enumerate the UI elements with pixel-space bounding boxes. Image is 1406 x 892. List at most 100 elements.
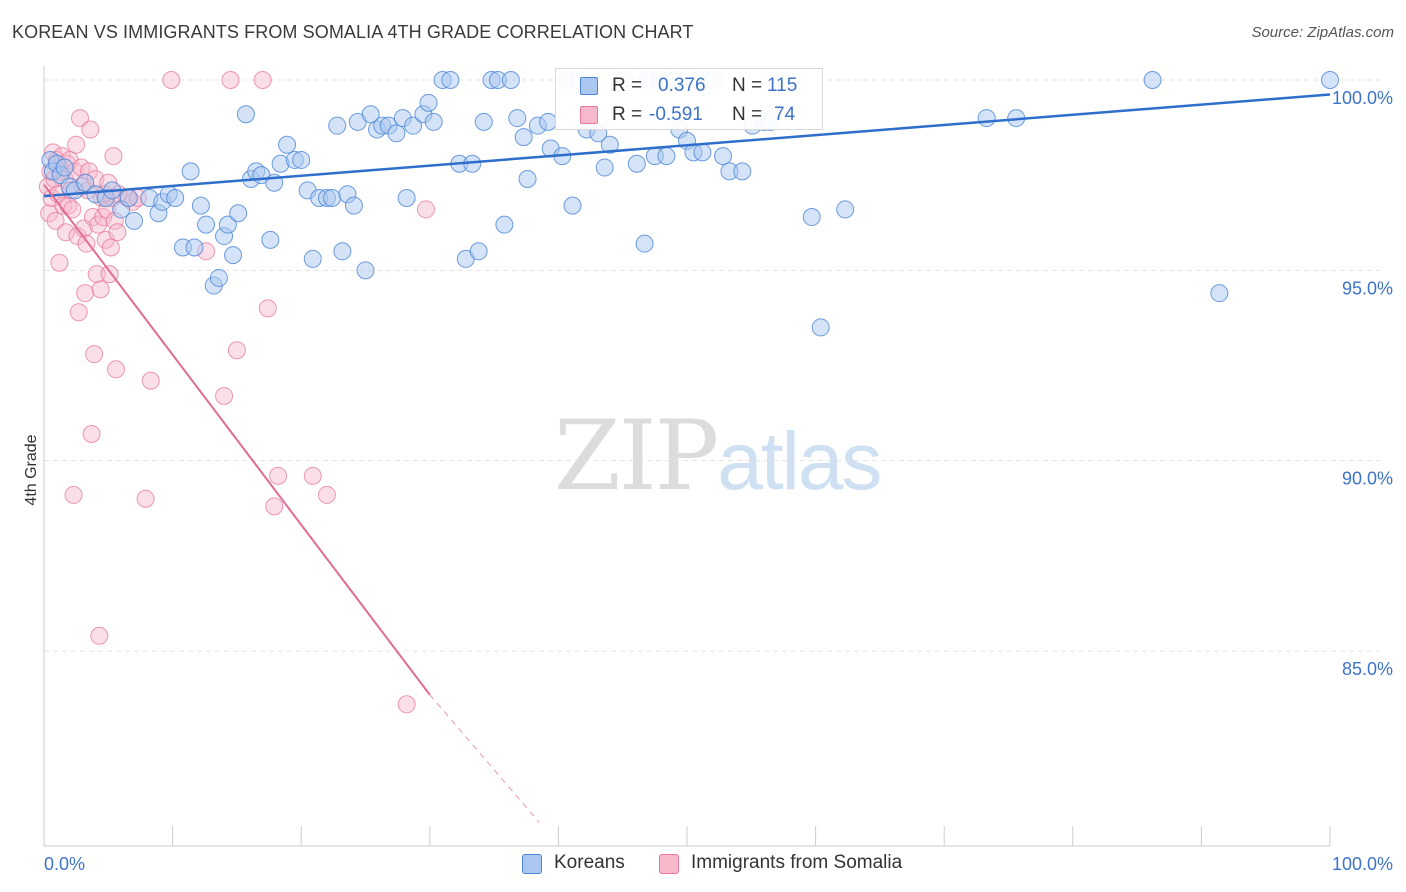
korean-point bbox=[635, 234, 654, 253]
korean-point bbox=[229, 204, 248, 223]
somalia-r-label: R = bbox=[612, 104, 643, 125]
axes bbox=[43, 66, 1331, 847]
korean-point bbox=[397, 189, 416, 208]
watermark: ZIPatlas bbox=[554, 400, 882, 512]
korean-point bbox=[424, 112, 443, 131]
somalia-point bbox=[67, 135, 86, 154]
korean-point bbox=[224, 246, 243, 265]
korean-point bbox=[55, 158, 74, 177]
korean-point bbox=[495, 215, 514, 234]
somalia-point bbox=[269, 466, 288, 485]
gridlines bbox=[44, 79, 1380, 652]
somalia-point bbox=[265, 497, 284, 516]
korean-point bbox=[185, 238, 204, 257]
somalia-swatch bbox=[580, 106, 598, 124]
chart-title: KOREAN VS IMMIGRANTS FROM SOMALIA 4TH GR… bbox=[12, 22, 694, 42]
korean-point bbox=[441, 71, 460, 89]
somalia-point bbox=[40, 204, 59, 223]
korean-point bbox=[811, 318, 830, 337]
korean-point bbox=[1210, 284, 1229, 303]
somalia-point bbox=[104, 147, 123, 166]
somalia-point bbox=[85, 345, 104, 364]
korean-point bbox=[419, 93, 438, 112]
watermark-zip: ZIP bbox=[554, 400, 719, 512]
korean-point bbox=[209, 268, 228, 287]
korean-points bbox=[41, 71, 1339, 337]
somalia-point bbox=[397, 695, 416, 714]
somalia-point bbox=[162, 71, 181, 89]
korean-point bbox=[1321, 71, 1339, 89]
somalia-point bbox=[141, 371, 160, 390]
korean-point bbox=[657, 147, 676, 166]
korean-point bbox=[76, 173, 95, 192]
koreans-legend-swatch bbox=[522, 854, 542, 874]
korean-point bbox=[508, 109, 527, 128]
korean-point bbox=[119, 189, 138, 208]
korean-point bbox=[387, 124, 406, 143]
somalia-point bbox=[221, 71, 240, 89]
somalia-point bbox=[101, 238, 120, 257]
y-tick-label: 100.0% bbox=[1332, 88, 1393, 108]
somalia-trend-line bbox=[43, 184, 431, 696]
korean-r-value: 0.376 bbox=[658, 75, 706, 96]
somalia-points bbox=[38, 71, 435, 714]
korean-swatch bbox=[580, 77, 598, 95]
somalia-point bbox=[258, 299, 277, 318]
somalia-point bbox=[253, 71, 272, 89]
korean-point bbox=[474, 112, 493, 131]
korean-point bbox=[278, 135, 297, 154]
somalia-point bbox=[90, 626, 109, 645]
somalia-point bbox=[54, 196, 73, 215]
somalia-r-value: -0.591 bbox=[649, 104, 703, 125]
somalia-point bbox=[64, 485, 83, 504]
korean-point bbox=[595, 158, 614, 177]
korean-point bbox=[733, 162, 752, 181]
watermark-atlas: atlas bbox=[717, 416, 882, 507]
korean-point bbox=[977, 109, 996, 128]
korean-point bbox=[469, 242, 488, 261]
somalia-point bbox=[227, 341, 246, 360]
korean-point bbox=[344, 196, 363, 215]
korean-point bbox=[261, 230, 280, 249]
somalia-point bbox=[50, 253, 69, 272]
x-tick-label: 0.0% bbox=[44, 854, 85, 874]
korean-point bbox=[514, 128, 533, 147]
somalia-legend-swatch bbox=[659, 854, 679, 874]
y-tick-label: 95.0% bbox=[1342, 278, 1393, 298]
korean-point bbox=[518, 169, 537, 188]
korean-n-value: 115 bbox=[767, 75, 798, 96]
korean-point bbox=[714, 147, 733, 166]
korean-point bbox=[693, 143, 712, 162]
source-label: Source: ZipAtlas.com bbox=[1251, 24, 1394, 41]
korean-point bbox=[197, 215, 216, 234]
korean-point bbox=[125, 211, 144, 230]
y-tick-label: 85.0% bbox=[1342, 659, 1393, 679]
korean-point bbox=[323, 189, 342, 208]
somalia-point bbox=[136, 489, 155, 508]
korean-point bbox=[836, 200, 855, 219]
somalia-legend-label: Immigrants from Somalia bbox=[691, 852, 903, 873]
somalia-point bbox=[108, 223, 127, 242]
korean-point bbox=[236, 105, 255, 124]
korean-point bbox=[361, 105, 380, 124]
legend-row-somalia: R = -0.591 N = 74 bbox=[556, 100, 822, 130]
korean-n-label: N = bbox=[732, 75, 763, 96]
somalia-n-value: 74 bbox=[774, 104, 796, 125]
somalia-trend-extension bbox=[429, 694, 540, 823]
y-tick-label: 90.0% bbox=[1342, 469, 1393, 489]
korean-point bbox=[563, 196, 582, 215]
series-legend: Koreans Immigrants from Somalia bbox=[0, 852, 1406, 878]
korean-point bbox=[181, 162, 200, 181]
koreans-legend-label: Koreans bbox=[554, 852, 625, 873]
korean-point bbox=[333, 242, 352, 261]
korean-point bbox=[356, 261, 375, 280]
korean-point bbox=[328, 116, 347, 135]
somalia-point bbox=[107, 360, 126, 379]
trend-lines bbox=[43, 93, 1331, 823]
somalia-point bbox=[69, 303, 88, 322]
somalia-point bbox=[91, 280, 110, 299]
korean-r-label: R = bbox=[612, 75, 643, 96]
somalia-point bbox=[303, 466, 322, 485]
korean-point bbox=[292, 150, 311, 169]
